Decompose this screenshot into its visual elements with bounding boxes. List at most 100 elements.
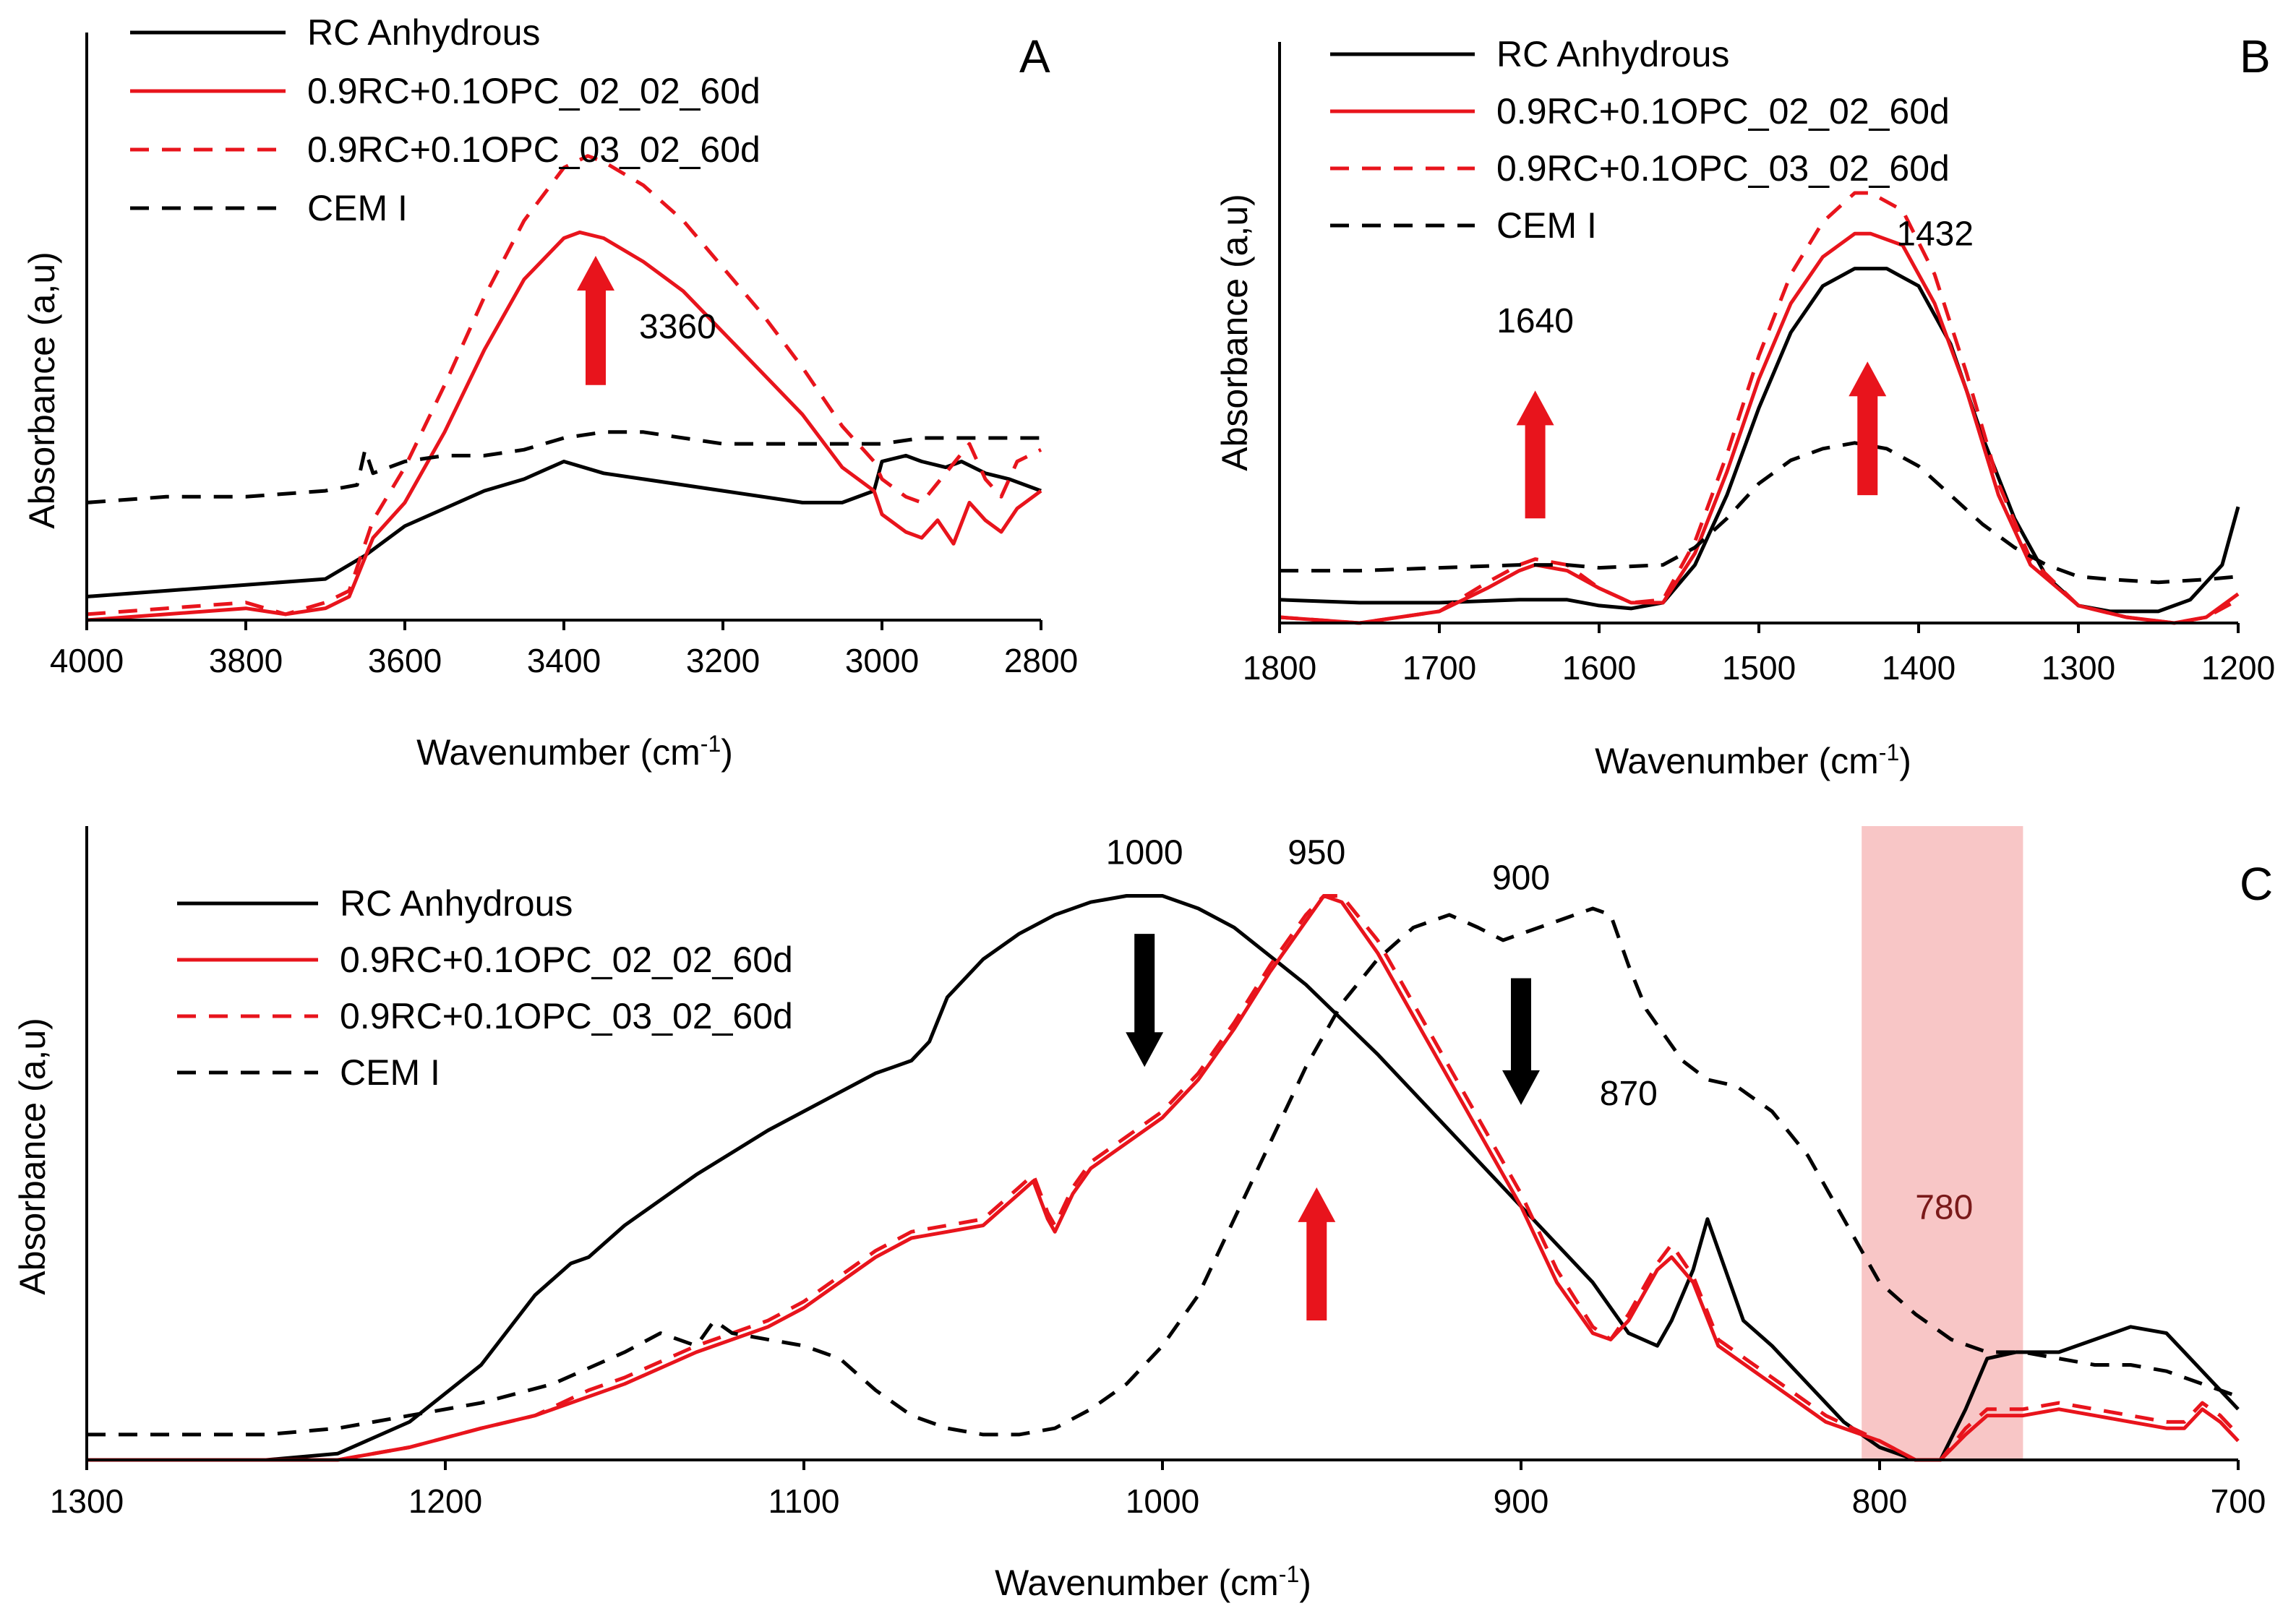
highlight-band-780 bbox=[1862, 826, 2023, 1460]
series-0-9rc-0-1opc-03-02-60d bbox=[87, 894, 2240, 1462]
up-arrow-1432 bbox=[1849, 361, 1887, 496]
legend: RC Anhydrous 0.9RC+0.1OPC_02_02_60d 0.9RC+… bbox=[177, 883, 793, 1093]
panel-letter: A bbox=[1019, 30, 1050, 82]
series-0-9rc-0-1opc-02-02-60d bbox=[1279, 231, 2240, 625]
x-tick-label: 1500 bbox=[1722, 649, 1796, 687]
legend-label: CEM I bbox=[340, 1052, 440, 1093]
tick-layer: 1800 1700 1600 1500 1400 1300 1200 bbox=[1243, 623, 2275, 687]
series-rc-anhydrous bbox=[1279, 267, 2240, 614]
x-tick-label: 1400 bbox=[1882, 649, 1956, 687]
legend-label: 0.9RC+0.1OPC_03_02_60d bbox=[340, 996, 793, 1036]
x-tick-label: 1300 bbox=[2042, 649, 2115, 687]
annotation-870: 870 bbox=[1600, 1075, 1658, 1113]
x-axis-label-end: ) bbox=[721, 732, 733, 773]
up-arrow-1640 bbox=[1516, 390, 1554, 519]
annotation-1000: 1000 bbox=[1106, 834, 1183, 872]
panel-c: 1300 1200 1100 1000 900 800 700 1000 950 900 870 7… bbox=[12, 826, 2273, 1603]
series-0-9rc-0-1opc-02-02-60d bbox=[86, 230, 1042, 622]
panel-letter: B bbox=[2240, 30, 2271, 82]
legend-label: 0.9RC+0.1OPC_03_02_60d bbox=[1496, 148, 1950, 189]
x-tick-label: 1100 bbox=[768, 1482, 840, 1520]
x-axis-label-superscript: -1 bbox=[1879, 739, 1899, 765]
x-tick-label: 4000 bbox=[50, 642, 124, 679]
legend-item-cem-i: CEM I bbox=[130, 188, 408, 228]
up-arrow-950 bbox=[1298, 1187, 1336, 1321]
x-axis-label: Wavenumber (cm-1) bbox=[995, 1561, 1311, 1603]
shade-layer bbox=[1862, 826, 2023, 1460]
legend-item-0-9rc-0-1opc-03-02-60d: 0.9RC+0.1OPC_03_02_60d bbox=[177, 996, 793, 1036]
legend-label: 0.9RC+0.1OPC_02_02_60d bbox=[340, 940, 793, 980]
annotation-layer: 1000 950 900 870 780 bbox=[1106, 834, 1973, 1321]
series-cem-i bbox=[87, 906, 2239, 1437]
x-tick-label: 1300 bbox=[50, 1482, 124, 1520]
x-axis-label: Wavenumber (cm-1) bbox=[1595, 739, 1911, 781]
annotation-950: 950 bbox=[1288, 834, 1345, 872]
series-rc-anhydrous bbox=[87, 894, 2240, 1462]
x-tick-label: 1700 bbox=[1402, 649, 1476, 687]
x-tick-label: 900 bbox=[1494, 1482, 1549, 1520]
annotation-1432: 1432 bbox=[1896, 215, 1974, 253]
x-tick-label: 3600 bbox=[368, 642, 442, 679]
x-tick-label: 800 bbox=[1852, 1482, 1908, 1520]
annotation-layer: 1640 1432 bbox=[1496, 215, 1974, 519]
legend-label: 0.9RC+0.1OPC_02_02_60d bbox=[307, 71, 761, 111]
x-axis-label-end: ) bbox=[1299, 1563, 1311, 1603]
down-arrow-1000 bbox=[1126, 934, 1164, 1067]
legend-item-0-9rc-0-1opc-03-02-60d: 0.9RC+0.1OPC_03_02_60d bbox=[1330, 148, 1950, 189]
up-arrow-3360 bbox=[577, 255, 614, 385]
legend-item-rc-anhydrous: RC Anhydrous bbox=[177, 883, 573, 924]
tick-layer: 4000 3800 3600 3400 3200 3000 2800 bbox=[50, 620, 1078, 679]
y-axis-label: Absorbance (a,u) bbox=[1215, 194, 1255, 471]
series-layer bbox=[1279, 191, 2240, 625]
legend-label: RC Anhydrous bbox=[340, 883, 573, 924]
annotation-780: 780 bbox=[1915, 1189, 1973, 1227]
x-tick-label: 3400 bbox=[527, 642, 601, 679]
legend-label: RC Anhydrous bbox=[307, 12, 540, 53]
legend-item-0-9rc-0-1opc-02-02-60d: 0.9RC+0.1OPC_02_02_60d bbox=[1330, 91, 1950, 132]
x-tick-label: 3200 bbox=[686, 642, 760, 679]
x-tick-label: 3000 bbox=[845, 642, 919, 679]
panel-a: 4000 3800 3600 3400 3200 3000 2800 3360 RC Anh… bbox=[22, 12, 1078, 773]
series-layer bbox=[87, 894, 2240, 1462]
series-cem-i bbox=[1280, 441, 2239, 585]
down-arrow-900 bbox=[1502, 978, 1540, 1105]
annotation-900: 900 bbox=[1492, 859, 1550, 898]
legend-label: 0.9RC+0.1OPC_02_02_60d bbox=[1496, 91, 1950, 132]
legend: RC Anhydrous 0.9RC+0.1OPC_02_02_60d 0.9RC+… bbox=[130, 12, 761, 228]
annotation-layer: 3360 bbox=[577, 255, 716, 385]
legend-item-0-9rc-0-1opc-02-02-60d: 0.9RC+0.1OPC_02_02_60d bbox=[130, 71, 761, 111]
panel-letter: C bbox=[2240, 858, 2273, 910]
x-axis-label-superscript: -1 bbox=[1279, 1561, 1299, 1587]
axes-layer bbox=[85, 33, 1041, 622]
y-axis-label: Absorbance (a,u) bbox=[12, 1018, 53, 1295]
x-axis-label-end: ) bbox=[1899, 741, 1911, 781]
x-tick-label: 3800 bbox=[209, 642, 283, 679]
series-cem-i bbox=[86, 430, 1041, 504]
x-axis-label: Wavenumber (cm-1) bbox=[416, 731, 733, 773]
annotation-3360: 3360 bbox=[639, 308, 716, 346]
legend-item-cem-i: CEM I bbox=[1330, 205, 1597, 246]
series-layer bbox=[86, 154, 1042, 622]
x-tick-label: 1800 bbox=[1243, 649, 1316, 687]
legend-item-rc-anhydrous: RC Anhydrous bbox=[1330, 34, 1729, 74]
legend-label: CEM I bbox=[1496, 205, 1597, 246]
legend-label: RC Anhydrous bbox=[1496, 34, 1729, 74]
x-tick-label: 2800 bbox=[1004, 642, 1078, 679]
legend-item-0-9rc-0-1opc-02-02-60d: 0.9RC+0.1OPC_02_02_60d bbox=[177, 940, 793, 980]
series-0-9rc-0-1opc-02-02-60d bbox=[87, 894, 2240, 1462]
legend-label: 0.9RC+0.1OPC_03_02_60d bbox=[307, 129, 761, 170]
x-tick-label: 1200 bbox=[2201, 649, 2275, 687]
tick-layer: 1300 1200 1100 1000 900 800 700 bbox=[50, 1460, 2266, 1520]
y-axis-label: Absorbance (a,u) bbox=[22, 252, 62, 529]
legend-item-rc-anhydrous: RC Anhydrous bbox=[130, 12, 540, 53]
legend: RC Anhydrous 0.9RC+0.1OPC_02_02_60d 0.9RC+… bbox=[1330, 34, 1950, 246]
x-tick-label: 700 bbox=[2211, 1482, 2266, 1520]
legend-label: CEM I bbox=[307, 188, 408, 228]
legend-item-0-9rc-0-1opc-03-02-60d: 0.9RC+0.1OPC_03_02_60d bbox=[130, 129, 761, 170]
x-tick-label: 1200 bbox=[408, 1482, 482, 1520]
x-tick-label: 1000 bbox=[1126, 1482, 1199, 1520]
series-0-9rc-0-1opc-03-02-60d bbox=[1279, 191, 2240, 625]
x-tick-label: 1600 bbox=[1562, 649, 1636, 687]
series-0-9rc-0-1opc-03-02-60d bbox=[86, 154, 1042, 616]
